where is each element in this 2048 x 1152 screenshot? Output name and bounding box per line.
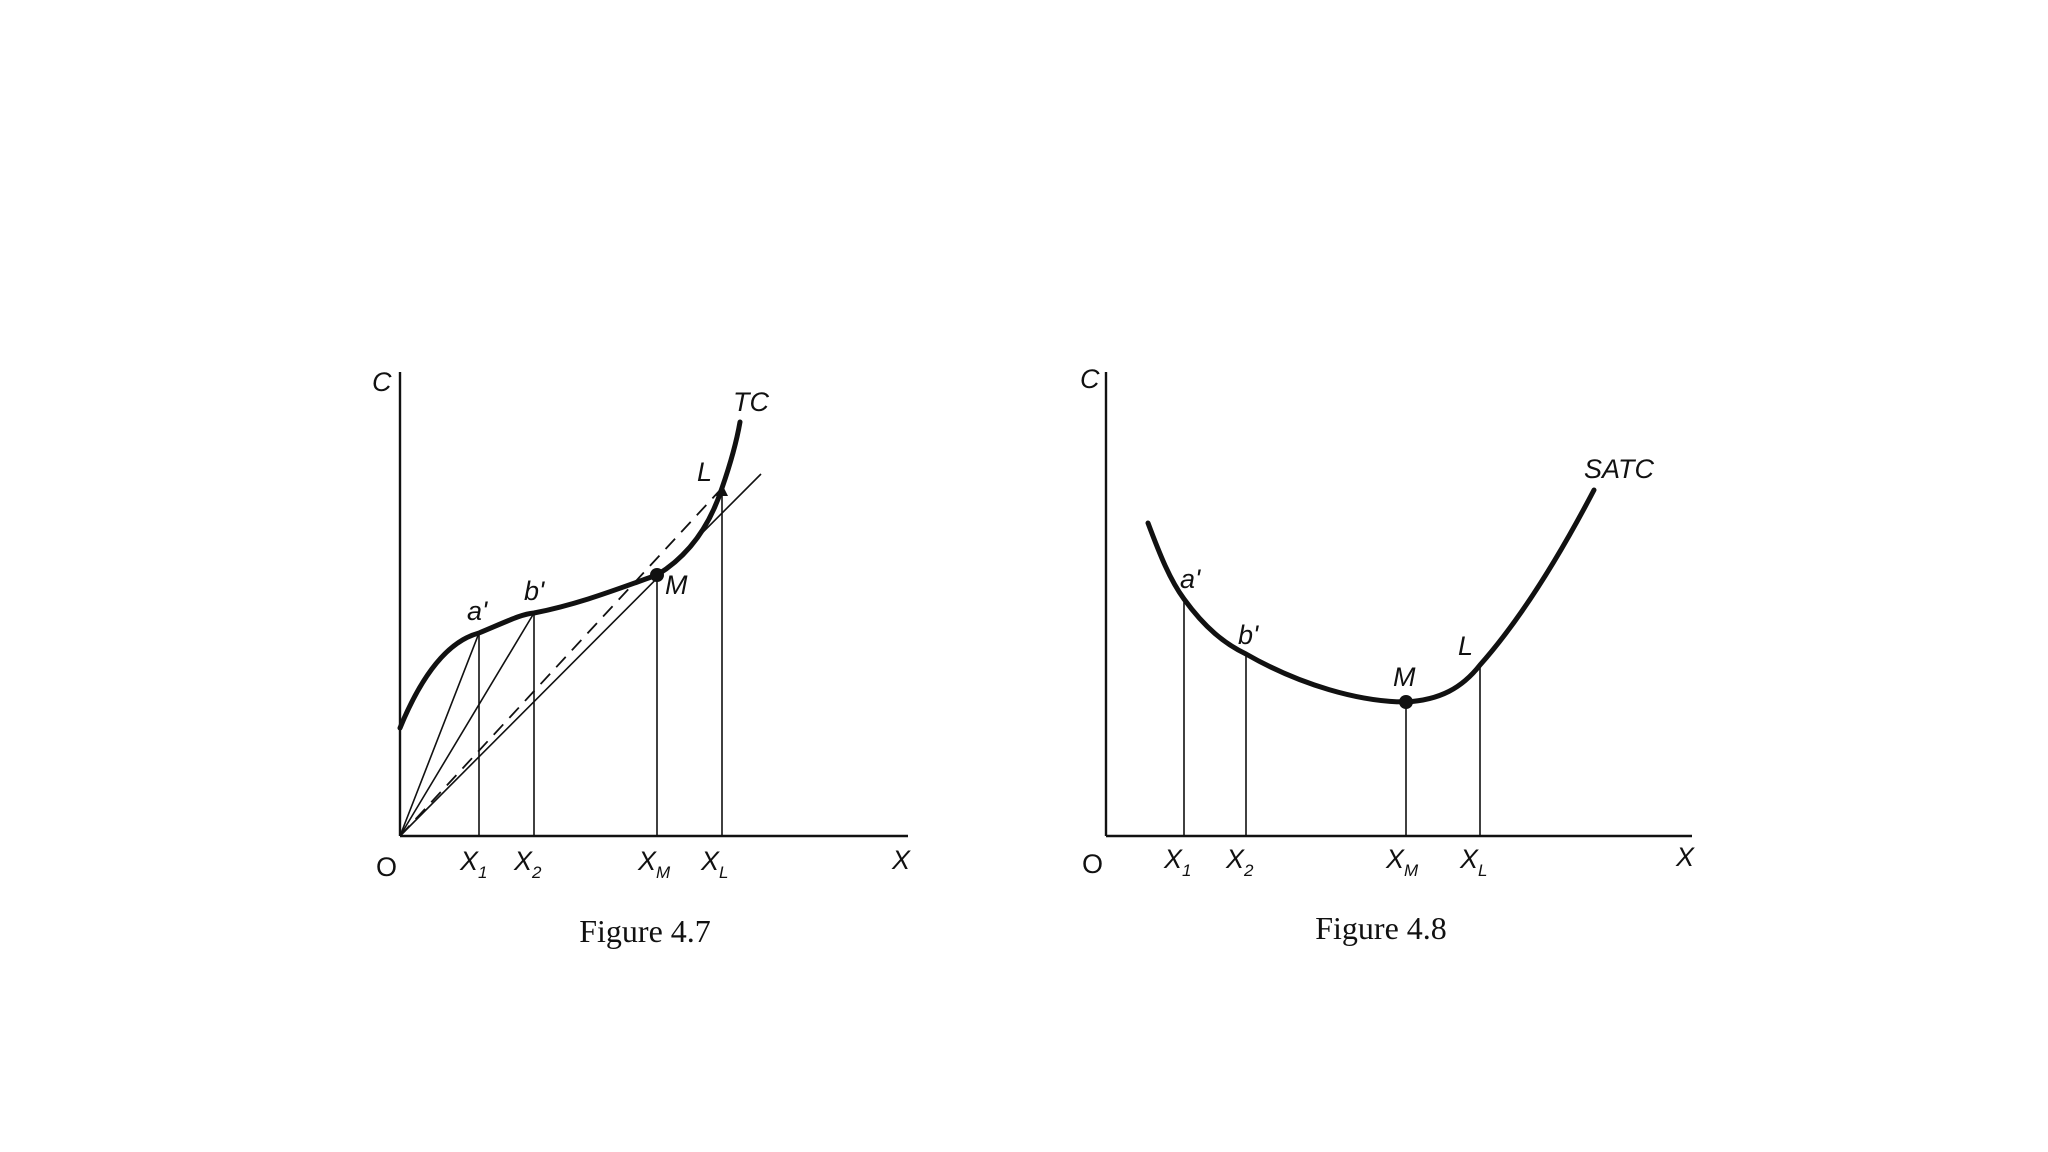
- fig47-tc-label: TC: [733, 387, 769, 417]
- fig48-caption: Figure 4.8: [1315, 910, 1447, 946]
- fig47-point-m: [650, 568, 664, 582]
- fig47-tick-xl: XL: [700, 846, 728, 882]
- fig47-origin-label: O: [376, 852, 397, 882]
- fig48-tick-x2: X2: [1225, 844, 1254, 880]
- fig47-ray-a: [399, 632, 480, 837]
- fig47-y-axis-label: C: [372, 367, 392, 397]
- fig47-x-axis-label: X: [891, 845, 911, 875]
- fig48-tick-x1: X1: [1163, 844, 1191, 880]
- fig47-point-m-label: M: [665, 570, 688, 600]
- fig47-point-l-arrow: [716, 484, 728, 496]
- fig47-point-l-label: L: [697, 457, 712, 487]
- fig47-point-a-label: a': [467, 596, 488, 626]
- fig47-tc-curve: [397, 419, 743, 731]
- fig48-tick-xm: XM: [1385, 844, 1419, 880]
- fig47-ray-l-dashed: [399, 487, 723, 837]
- fig48-tick-xl: XL: [1459, 844, 1487, 880]
- fig48-origin-label: O: [1082, 849, 1103, 879]
- fig47-tick-x1: X1: [459, 846, 487, 882]
- fig48-point-b-label: b': [1238, 620, 1259, 650]
- fig48-y-axis-label: C: [1080, 364, 1100, 394]
- fig47-tangent-ray-m: [399, 473, 762, 837]
- fig47-point-b-label: b': [524, 576, 545, 606]
- figure-4-7: C X O TC a' b' M L X1 X2 XM XL Figure 4.…: [372, 367, 911, 949]
- fig48-point-l-label: L: [1458, 631, 1473, 661]
- fig47-tick-xm: XM: [637, 846, 671, 882]
- fig48-x-axis-label: X: [1675, 842, 1695, 872]
- figure-4-8: C X O SATC a' b' M L X1 X2 XM XL Figure …: [1080, 364, 1695, 946]
- fig48-point-m-label: M: [1393, 662, 1416, 692]
- fig47-tick-x2: X2: [513, 846, 542, 882]
- fig48-point-a-label: a': [1180, 564, 1201, 594]
- fig48-satc-label: SATC: [1584, 454, 1655, 484]
- fig47-caption: Figure 4.7: [579, 913, 711, 949]
- fig48-satc-curve: [1145, 487, 1597, 705]
- fig47-ray-b: [399, 612, 535, 837]
- fig48-point-m: [1399, 695, 1413, 709]
